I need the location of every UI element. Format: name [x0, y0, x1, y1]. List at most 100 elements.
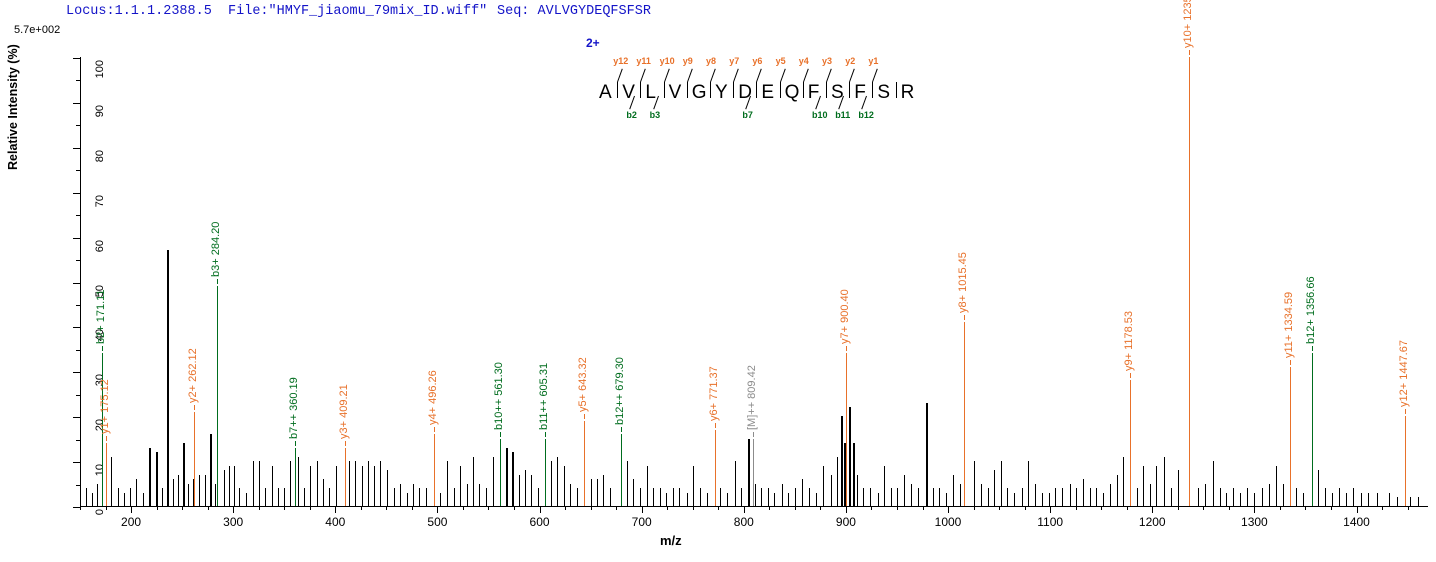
- spectrum-peak: [1198, 488, 1200, 506]
- spectrum-peak: [1049, 492, 1051, 506]
- spectrum-peak: [178, 474, 180, 506]
- peak-leader: [1130, 373, 1132, 379]
- y-ion-tick: [617, 68, 623, 83]
- x-axis-tick: [335, 506, 337, 513]
- spectrum-peak: [755, 483, 757, 506]
- spectrum-peak: [130, 488, 132, 506]
- x-axis-minor-tick: [1305, 506, 1307, 510]
- spectrum-peak: [1163, 456, 1165, 506]
- peak-label: y10+ 1235.54: [1181, 0, 1194, 48]
- residue-letter: F: [854, 82, 866, 103]
- y-ion-label: y9: [682, 56, 693, 66]
- spectrum-peak: [479, 483, 481, 506]
- y-ion-label: y5: [775, 56, 786, 66]
- x-axis-minor-tick: [182, 506, 184, 510]
- x-axis-tick: [539, 506, 541, 513]
- spectrum-peak: [590, 479, 592, 506]
- y-axis-minor-tick: [76, 394, 80, 396]
- annotated-peak: [753, 438, 755, 506]
- x-axis-tick: [948, 506, 950, 513]
- spectrum-peak: [679, 488, 681, 506]
- x-axis-tick: [845, 506, 847, 513]
- x-axis-tick-label: 1100: [1037, 515, 1064, 529]
- spectrum-peak: [1389, 492, 1391, 506]
- y-axis-tick: [73, 372, 80, 374]
- x-axis-minor-tick: [667, 506, 669, 510]
- spectrum-peak: [870, 488, 872, 506]
- residue-letter: L: [645, 82, 656, 103]
- spectrum-peak: [1103, 492, 1105, 506]
- annotated-peak: [583, 420, 585, 506]
- spectrum-peak: [787, 492, 789, 506]
- max-intensity-label: 5.7e+002: [14, 24, 61, 36]
- spectrum-peak: [1275, 465, 1277, 506]
- x-axis-tick: [1254, 506, 1256, 513]
- annotated-peak: [544, 438, 546, 506]
- spectrum-peak: [794, 488, 796, 506]
- spectrum-peak: [1303, 492, 1305, 506]
- residue-letter: A: [599, 82, 612, 103]
- annotated-peak: [105, 443, 107, 506]
- spectrum-peak: [297, 456, 299, 506]
- spectrum-peak: [1282, 483, 1284, 506]
- spectrum-peak: [973, 461, 975, 506]
- x-axis-minor-tick: [718, 506, 720, 510]
- x-axis-minor-tick: [462, 506, 464, 510]
- residue-separator: [686, 82, 688, 98]
- precursor-charge-label: 2+: [586, 36, 600, 50]
- spectrum-peak: [1339, 488, 1341, 506]
- annotated-peak: [500, 438, 502, 506]
- x-axis-tick-label: 1200: [1138, 515, 1166, 529]
- spectrum-peak: [161, 488, 163, 506]
- peak-label: y2+ 262.12: [187, 347, 200, 403]
- residue-letter: Q: [784, 82, 800, 103]
- spectrum-peak: [258, 461, 260, 506]
- peak-label: y6+ 771.37: [707, 365, 720, 421]
- y-axis-minor-tick: [76, 439, 80, 441]
- spectrum-peak: [843, 443, 846, 506]
- y-ion-label: y2: [845, 56, 856, 66]
- y-ion-tick: [686, 68, 693, 83]
- sequence-text: Seq: AVLVGYDEQFSFSR: [497, 4, 651, 19]
- y-ion-label: y12: [613, 56, 629, 66]
- x-axis-minor-tick: [258, 506, 260, 510]
- x-axis-tick-label: 700: [631, 515, 652, 529]
- x-axis-minor-tick: [309, 506, 311, 510]
- annotated-peak: [344, 447, 346, 506]
- spectrum-peak: [1021, 488, 1023, 506]
- spectrum-peak: [239, 488, 241, 506]
- spectrum-peak: [97, 483, 99, 506]
- y-ion-label: y6: [752, 56, 763, 66]
- peak-leader: [544, 431, 546, 437]
- residue-separator: [895, 82, 897, 98]
- residue-letter: G: [691, 82, 707, 103]
- spectrum-peak: [329, 488, 331, 506]
- peak-leader: [500, 431, 502, 437]
- y-axis-tick-label: 0: [94, 509, 106, 516]
- spectrum-peak: [278, 488, 280, 506]
- peak-label: y7+ 900.40: [839, 289, 852, 345]
- y-axis-tick: [73, 462, 80, 464]
- x-axis-minor-tick: [769, 506, 771, 510]
- residue-separator: [710, 82, 711, 98]
- spectrum-peak: [761, 488, 763, 506]
- x-axis-minor-tick: [1407, 506, 1409, 510]
- spectrum-peak: [354, 461, 356, 506]
- peak-leader: [101, 346, 103, 352]
- annotated-peak: [714, 429, 716, 506]
- spectrum-peak: [117, 488, 119, 506]
- y-axis-minor-tick: [76, 304, 80, 306]
- peak-label: y12+ 1447.67: [1398, 340, 1411, 408]
- spectrum-peak: [316, 461, 318, 506]
- peak-label: y1+ 175.12: [98, 379, 111, 435]
- annotated-peak: [1130, 380, 1132, 506]
- spectrum-peak: [734, 461, 736, 506]
- spectrum-peak: [246, 492, 248, 506]
- x-axis-tick: [743, 506, 745, 513]
- peak-leader: [217, 279, 219, 284]
- y-axis-minor-tick: [76, 170, 80, 172]
- residue-separator: [849, 82, 851, 98]
- b-ion-label: b12: [858, 110, 874, 120]
- peak-leader: [105, 436, 107, 442]
